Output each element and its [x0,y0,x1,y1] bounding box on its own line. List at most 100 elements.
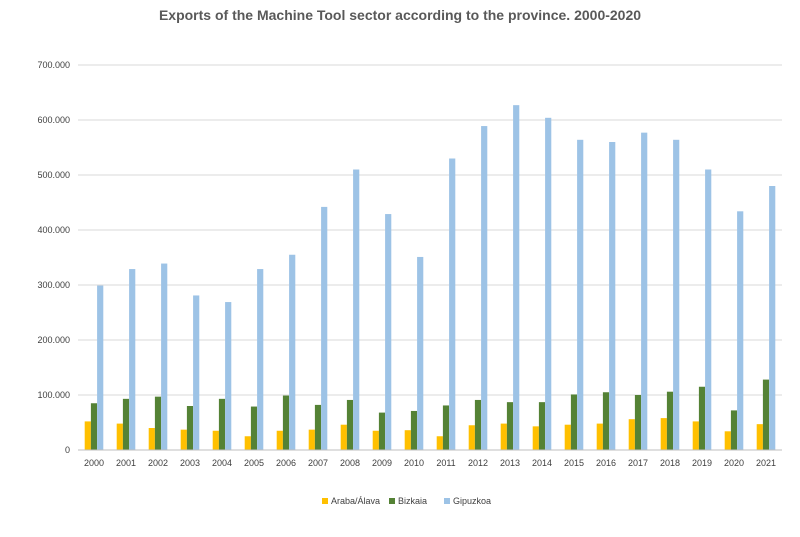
bar-bizkaia-2020 [730,410,738,450]
bar-bizkaia-2000 [90,403,98,450]
bar-bizkaia-2002 [154,396,162,450]
legend-label: Araba/Álava [331,496,380,506]
bar-bizkaia-2013 [506,402,514,450]
bar-araba-lava-2018 [660,418,667,450]
x-tick-label: 2001 [116,458,136,468]
x-tick-label: 2010 [404,458,424,468]
x-tick-label: 2004 [212,458,232,468]
x-axis-ticks: 2000 2001 2002 2003 2004 2005 2006 2007 2008 2009… [84,458,776,468]
y-tick-label: 100.000 [37,390,70,400]
bar-araba-lava-2000 [84,421,91,450]
bar-bizkaia-2012 [474,399,482,450]
bar-bizkaia-2001 [122,398,130,450]
x-tick-label: 2017 [628,458,648,468]
chart-title: Exports of the Machine Tool sector accor… [159,7,641,23]
x-tick-label: 2008 [340,458,360,468]
x-tick-label: 2021 [756,458,776,468]
bar-araba-lava-2005 [244,436,251,450]
bar-gipuzkoa-2005 [257,269,264,450]
bar-bizkaia-2006 [282,395,290,450]
x-tick-label: 2002 [148,458,168,468]
x-tick-label: 2013 [500,458,520,468]
legend: Araba/Álava Bizkaia Gipuzkoa [322,496,491,506]
x-tick-label: 2000 [84,458,104,468]
bar-gipuzkoa-2013 [513,105,520,451]
legend-swatch-gipuzkoa [444,498,450,504]
legend-swatch-araba-lava [322,498,328,504]
y-tick-label: 700.000 [37,60,70,70]
bar-araba-lava-2001 [116,423,123,450]
bar-araba-lava-2021 [756,424,763,450]
bar-araba-lava-2012 [468,425,475,450]
bar-gipuzkoa-2006 [289,254,296,450]
x-tick-label: 2019 [692,458,712,468]
bar-bizkaia-2016 [602,392,610,450]
bar-bizkaia-2003 [186,406,194,450]
x-tick-label: 2011 [436,458,455,468]
x-tick-label: 2005 [244,458,264,468]
bar-gipuzkoa-2008 [353,169,360,450]
bar-araba-lava-2004 [212,430,219,450]
bar-gipuzkoa-2000 [97,285,104,450]
bar-gipuzkoa-2015 [577,139,584,451]
bar-bizkaia-2007 [314,404,322,450]
bar-bizkaia-2015 [570,394,578,450]
bar-gipuzkoa-2018 [673,139,680,451]
bar-bizkaia-2009 [378,412,386,450]
bar-araba-lava-2002 [148,428,155,450]
bar-bizkaia-2021 [762,379,770,450]
bar-araba-lava-2010 [404,430,411,450]
y-tick-label: 400.000 [37,225,70,235]
x-tick-label: 2015 [564,458,584,468]
bar-araba-lava-2009 [372,430,379,450]
y-tick-label: 0 [65,445,70,455]
bar-araba-lava-2006 [276,430,283,450]
bar-gipuzkoa-2009 [385,214,392,450]
x-tick-label: 2003 [180,458,200,468]
bar-gipuzkoa-2001 [129,269,136,450]
bar-araba-lava-2020 [724,431,731,450]
y-tick-label: 200.000 [37,335,70,345]
y-axis-ticks: 0 100.000 200.000 300.000 400.000 500.000 600.… [37,60,70,455]
bar-gipuzkoa-2012 [481,126,488,451]
bar-gipuzkoa-2007 [321,206,328,450]
bar-bizkaia-2011 [442,405,450,450]
bar-araba-lava-2011 [436,436,443,450]
bar-bizkaia-2019 [698,386,706,450]
x-tick-label: 2020 [724,458,744,468]
bar-bizkaia-2014 [538,402,546,450]
bar-araba-lava-2007 [308,429,315,450]
bar-araba-lava-2014 [532,426,539,450]
bar-araba-lava-2003 [180,429,187,450]
x-tick-label: 2012 [468,458,488,468]
x-tick-label: 2016 [596,458,616,468]
bars [84,105,776,451]
bar-gipuzkoa-2003 [193,295,200,450]
legend-label: Bizkaia [398,496,427,506]
bar-bizkaia-2008 [346,399,354,450]
bar-bizkaia-2010 [410,410,418,450]
x-tick-label: 2009 [372,458,392,468]
bar-araba-lava-2017 [628,419,635,450]
y-tick-label: 600.000 [37,115,70,125]
bar-gipuzkoa-2020 [737,211,744,450]
bar-gipuzkoa-2017 [641,132,648,450]
bar-araba-lava-2019 [692,421,699,450]
x-tick-label: 2007 [308,458,328,468]
legend-label: Gipuzkoa [453,496,491,506]
bar-araba-lava-2008 [340,424,347,450]
x-tick-label: 2018 [660,458,680,468]
bar-bizkaia-2005 [250,406,258,450]
x-tick-label: 2006 [276,458,296,468]
bar-bizkaia-2017 [634,395,642,450]
y-tick-label: 300.000 [37,280,70,290]
bar-araba-lava-2013 [500,423,507,450]
legend-swatch-bizkaia [389,498,395,504]
y-tick-label: 500.000 [37,170,70,180]
bar-gipuzkoa-2004 [225,302,232,450]
bar-bizkaia-2018 [666,391,674,450]
bar-gipuzkoa-2021 [769,186,776,450]
bar-gipuzkoa-2011 [449,158,456,450]
